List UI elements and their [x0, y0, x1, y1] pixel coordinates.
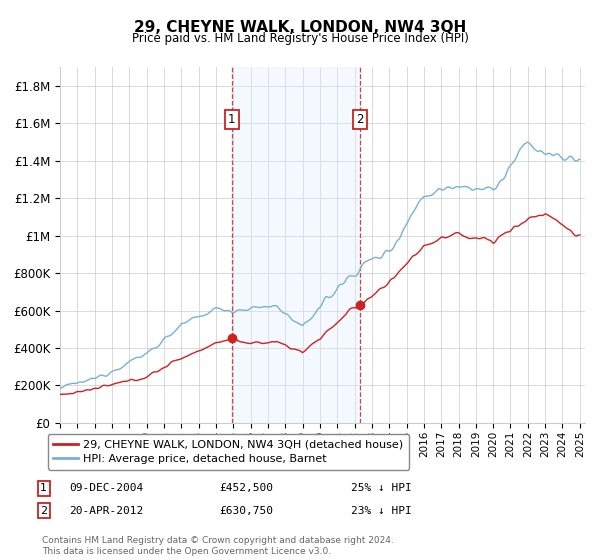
Text: 29, CHEYNE WALK, LONDON, NW4 3QH: 29, CHEYNE WALK, LONDON, NW4 3QH: [134, 20, 466, 35]
Text: Contains HM Land Registry data © Crown copyright and database right 2024.
This d: Contains HM Land Registry data © Crown c…: [42, 536, 394, 556]
Text: Price paid vs. HM Land Registry's House Price Index (HPI): Price paid vs. HM Land Registry's House …: [131, 32, 469, 45]
Text: 2: 2: [356, 113, 364, 126]
Text: 23% ↓ HPI: 23% ↓ HPI: [351, 506, 412, 516]
Text: £630,750: £630,750: [219, 506, 273, 516]
Text: 20-APR-2012: 20-APR-2012: [69, 506, 143, 516]
Text: 1: 1: [228, 113, 236, 126]
Text: 09-DEC-2004: 09-DEC-2004: [69, 483, 143, 493]
Text: 1: 1: [40, 483, 47, 493]
Bar: [232, 67, 360, 423]
Legend: 29, CHEYNE WALK, LONDON, NW4 3QH (detached house), HPI: Average price, detached : 29, CHEYNE WALK, LONDON, NW4 3QH (detach…: [47, 434, 409, 469]
Text: 25% ↓ HPI: 25% ↓ HPI: [351, 483, 412, 493]
Text: 2: 2: [40, 506, 47, 516]
Text: £452,500: £452,500: [219, 483, 273, 493]
